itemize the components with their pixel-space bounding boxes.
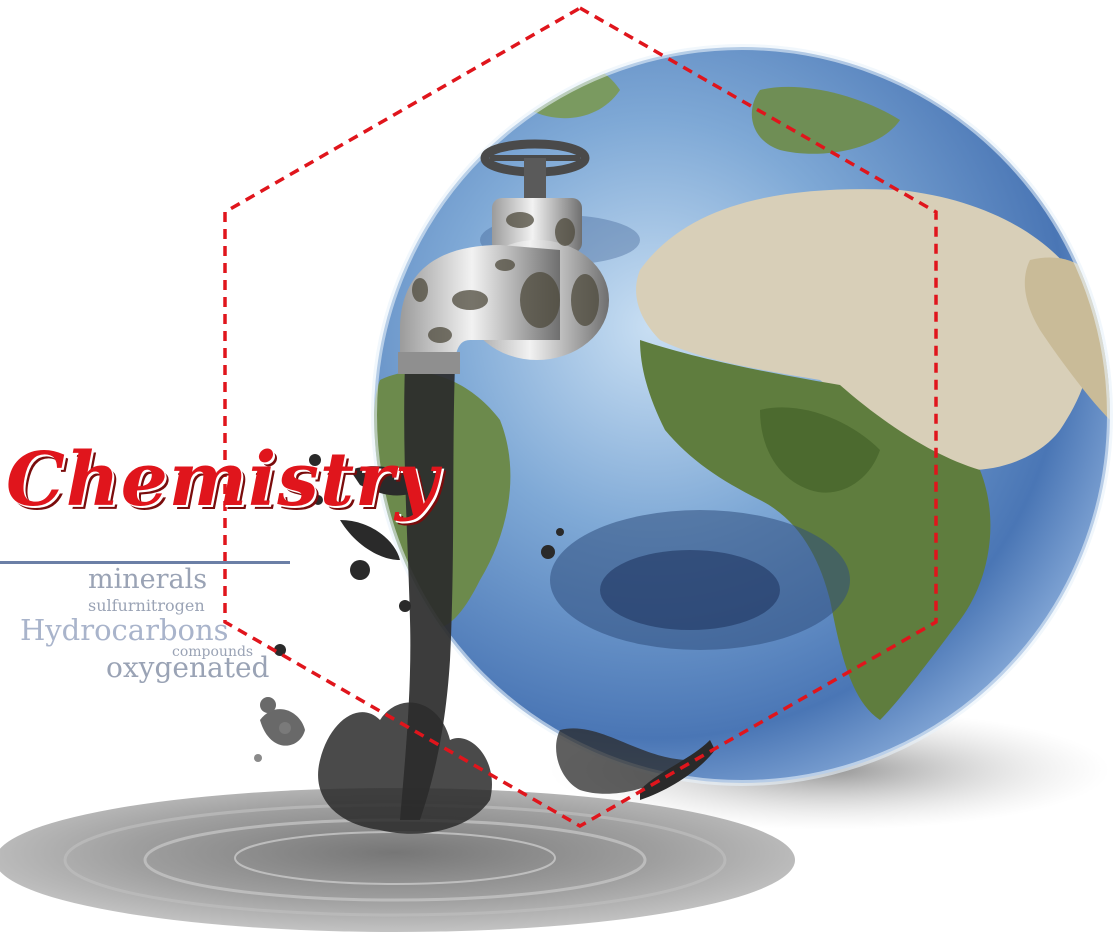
- word-minerals: minerals: [88, 564, 208, 595]
- title-chemistry: Chemistry: [6, 437, 440, 523]
- word-hydrocarbons: Hydrocarbons: [20, 613, 229, 647]
- oil-stream: [400, 365, 455, 820]
- word-compounds: compounds: [172, 644, 254, 660]
- word-oxygenated: oxygenated: [106, 651, 270, 684]
- word-sulfurnitrogen: sulfurnitrogen: [88, 596, 205, 615]
- faucet: [398, 139, 609, 374]
- earth-globe: [371, 44, 1113, 786]
- title-underline: [0, 561, 290, 564]
- dashed-hexagon: [223, 5, 938, 829]
